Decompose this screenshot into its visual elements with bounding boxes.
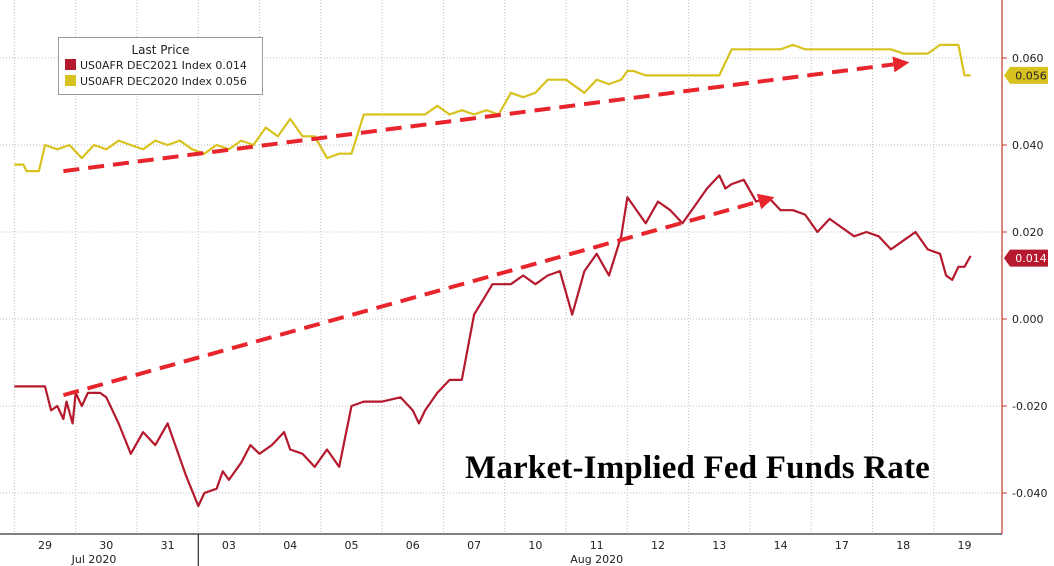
x-tick-label: 03 bbox=[222, 539, 236, 552]
legend: Last Price US0AFR DEC2021 Index 0.014 US… bbox=[58, 37, 263, 95]
y-tick-label: -0.040 bbox=[1012, 487, 1047, 500]
trend-arrow-line bbox=[62, 199, 760, 398]
legend-entry-dec2020: US0AFR DEC2020 Index 0.056 bbox=[65, 75, 247, 89]
y-tick-label: 0.000 bbox=[1012, 313, 1044, 326]
chart-title: Market-Implied Fed Funds Rate bbox=[465, 450, 931, 486]
legend-title: Last Price bbox=[131, 43, 190, 57]
x-tick-label: 10 bbox=[528, 539, 542, 552]
legend-value-dec2020: 0.056 bbox=[215, 75, 247, 88]
x-tick-label: 31 bbox=[161, 539, 175, 552]
last-value-tag-text: 0.014 bbox=[1015, 252, 1047, 265]
series-line-dec2021 bbox=[14, 174, 972, 508]
x-tick-label: 29 bbox=[38, 539, 52, 552]
x-tick-label: 04 bbox=[283, 539, 297, 552]
last-value-tag-bg bbox=[1004, 66, 1048, 84]
legend-value-dec2021: 0.014 bbox=[215, 59, 247, 72]
x-tick-label: 13 bbox=[712, 539, 726, 552]
y-tick-label: 0.020 bbox=[1012, 226, 1044, 239]
trend-arrow-head bbox=[892, 56, 910, 73]
x-tick-label: 12 bbox=[651, 539, 665, 552]
y-tick-label: 0.040 bbox=[1012, 139, 1044, 152]
legend-swatch-dec2021 bbox=[65, 59, 76, 70]
trend-arrows bbox=[62, 56, 910, 398]
month-label-aug: Aug 2020 bbox=[570, 553, 623, 566]
y-tick-label: -0.020 bbox=[1012, 400, 1047, 413]
x-tick-label: 07 bbox=[467, 539, 481, 552]
x-tick-label: 19 bbox=[958, 539, 972, 552]
x-tick-label: 17 bbox=[835, 539, 849, 552]
trend-arrow-head bbox=[756, 193, 775, 210]
x-tick-label: 11 bbox=[590, 539, 604, 552]
legend-swatch-dec2020 bbox=[65, 75, 76, 86]
x-tick-label: 18 bbox=[896, 539, 910, 552]
legend-label-dec2021: US0AFR DEC2021 Index bbox=[80, 59, 212, 72]
legend-label-dec2020: US0AFR DEC2020 Index bbox=[80, 75, 212, 88]
x-tick-label: 05 bbox=[345, 539, 359, 552]
grid-lines bbox=[0, 0, 1002, 534]
last-value-tags: 0.014 0.056 bbox=[1004, 66, 1048, 267]
y-tick-label: 0.060 bbox=[1012, 52, 1044, 65]
legend-entry-dec2021: US0AFR DEC2021 Index 0.014 bbox=[65, 59, 247, 73]
last-value-tag-bg bbox=[1004, 249, 1048, 267]
last-value-tag-text: 0.056 bbox=[1015, 69, 1047, 82]
month-label-jul: Jul 2020 bbox=[71, 553, 117, 566]
x-tick-label: 30 bbox=[99, 539, 113, 552]
x-tick-label: 06 bbox=[406, 539, 420, 552]
x-tick-label: 14 bbox=[774, 539, 788, 552]
trend-arrow-line bbox=[63, 62, 894, 174]
